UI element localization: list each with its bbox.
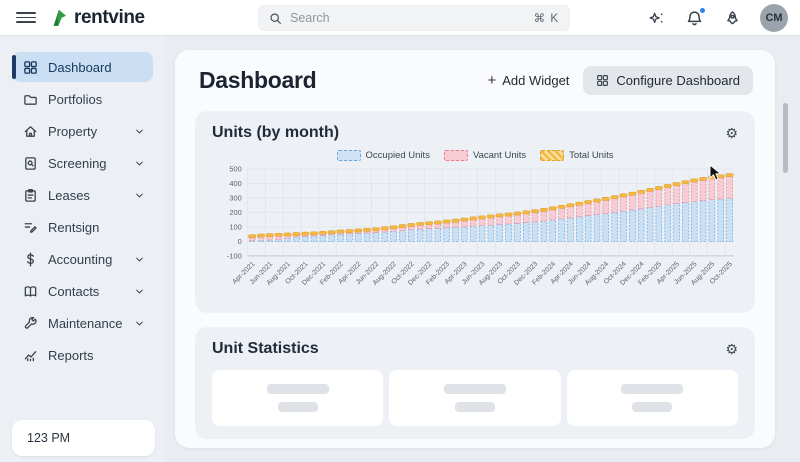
sidebar-item-contacts[interactable]: Contacts [12, 276, 153, 306]
units-chart[interactable]: 500 400 300 200 100 0 -100 Apr-2021 Jun-2021 Aug-… [212, 163, 738, 300]
chart-line-icon [24, 350, 37, 361]
sidebar-item-maintenance[interactable]: Maintenance [12, 308, 153, 338]
svg-text:-100: -100 [227, 251, 242, 260]
units-widget-settings-gear-icon[interactable]: ⚙ [725, 125, 738, 141]
chevron-down-icon [136, 161, 143, 165]
book-icon [24, 285, 37, 297]
house-icon [24, 125, 37, 137]
units-widget-title: Units (by month) [212, 124, 340, 141]
skeleton-bar [621, 383, 684, 394]
time-widget[interactable]: 123 PM [12, 420, 155, 456]
sidebar-item-property[interactable]: Property [12, 116, 153, 146]
total-swatch [540, 150, 565, 161]
stats-widget-title: Unit Statistics [212, 339, 319, 357]
search-shortcut: ⌘ K [533, 13, 559, 25]
chart-legend: Occupied Units Vacant Units Total Units [212, 150, 738, 161]
svg-text:0: 0 [238, 237, 242, 246]
time-label: 123 PM [27, 431, 71, 445]
svg-text:100: 100 [229, 222, 241, 231]
chevron-down-icon [136, 129, 143, 133]
dashboard-panel: Dashboard + Add Widget Configure Dashboa… [175, 50, 775, 448]
sidebar-item-accounting[interactable]: Accounting [12, 244, 153, 274]
vacant-swatch [443, 150, 468, 161]
sidebar-item-label: Maintenance [48, 315, 123, 331]
sidebar-item-screening[interactable]: Screening [12, 148, 153, 178]
chevron-down-icon [136, 321, 143, 325]
chevron-down-icon [136, 289, 143, 293]
sidebar-item-label: Rentsign [48, 219, 100, 235]
hamburger-menu-icon[interactable] [16, 8, 36, 28]
rocket-icon [726, 10, 738, 24]
signature-icon [24, 222, 37, 233]
stat-card [389, 369, 561, 426]
configure-dashboard-button[interactable]: Configure Dashboard [583, 66, 753, 95]
stat-card [566, 369, 738, 426]
ai-assistant-button[interactable] [646, 8, 666, 28]
clipboard-icon [25, 188, 36, 202]
chevron-down-icon [136, 257, 143, 261]
unit-statistics-widget: Unit Statistics ⚙ [195, 326, 755, 439]
sidebar-item-dashboard[interactable]: Dashboard [12, 52, 153, 82]
whats-new-button[interactable] [722, 8, 742, 28]
stats-cards [212, 369, 738, 426]
plus-icon: + [487, 72, 497, 89]
search-input[interactable] [290, 11, 526, 25]
sidebar-item-leases[interactable]: Leases [12, 180, 153, 210]
skeleton-bar [266, 383, 329, 394]
logo-text: rentvine [74, 6, 145, 28]
occupied-swatch [336, 150, 361, 161]
svg-text:400: 400 [229, 179, 241, 188]
scrollbar-track[interactable] [783, 50, 788, 448]
skeleton-bar [277, 401, 318, 412]
sidebar-item-label: Dashboard [48, 59, 112, 75]
legend-vacant: Vacant Units [443, 150, 526, 161]
bell-icon [687, 10, 701, 25]
global-search[interactable]: ⌘ K [258, 5, 570, 31]
dashboard-grid-icon [24, 60, 37, 74]
notification-dot [699, 7, 706, 14]
sidebar-item-label: Screening [48, 155, 107, 171]
dashboard-header: Dashboard + Add Widget Configure Dashboa… [175, 50, 775, 107]
sidebar-item-label: Property [48, 123, 98, 139]
sidebar-item-label: Leases [48, 187, 90, 203]
add-widget-button[interactable]: + Add Widget [487, 72, 570, 89]
page-title: Dashboard [199, 67, 317, 93]
rentvine-logo-icon [53, 9, 67, 26]
sidebar-item-label: Reports [48, 347, 94, 363]
units-widget: Units (by month) ⚙ Occupied Units Vacant… [195, 111, 755, 313]
skeleton-bar [632, 401, 673, 412]
folder-icon [24, 94, 37, 105]
sidebar-item-reports[interactable]: Reports [12, 340, 153, 370]
stat-card [212, 369, 384, 426]
sidebar-item-label: Contacts [48, 283, 100, 299]
sidebar-item-label: Accounting [48, 251, 113, 267]
sidebar-item-rentsign[interactable]: Rentsign [12, 212, 153, 242]
stats-widget-settings-gear-icon[interactable]: ⚙ [725, 340, 738, 357]
app-logo[interactable]: rentvine [50, 7, 145, 29]
legend-occupied: Occupied Units [336, 150, 430, 161]
dollar-icon [27, 251, 34, 267]
topbar-actions: CM [646, 0, 788, 36]
search-icon [270, 12, 281, 24]
sidebar-item-portfolios[interactable]: Portfolios [12, 84, 153, 114]
main-content: Dashboard + Add Widget Configure Dashboa… [165, 36, 800, 462]
skeleton-bar [454, 401, 495, 412]
notifications-button[interactable] [684, 7, 706, 28]
sidebar: Dashboard Portfolios Property Screening [0, 36, 165, 462]
svg-text:500: 500 [229, 165, 241, 174]
grid-icon [597, 75, 609, 86]
legend-total: Total Units [540, 150, 613, 161]
svg-text:200: 200 [229, 208, 241, 217]
wrench-icon [24, 316, 37, 329]
svg-text:300: 300 [229, 194, 241, 203]
top-bar: rentvine ⌘ K CM [0, 0, 800, 36]
sidebar-nav: Dashboard Portfolios Property Screening [0, 50, 165, 372]
scrollbar-thumb[interactable] [783, 103, 788, 173]
user-avatar[interactable]: CM [760, 4, 788, 32]
skeleton-bar [443, 383, 506, 394]
document-search-icon [25, 156, 36, 170]
sidebar-item-label: Portfolios [48, 91, 103, 107]
chevron-down-icon [136, 193, 143, 197]
